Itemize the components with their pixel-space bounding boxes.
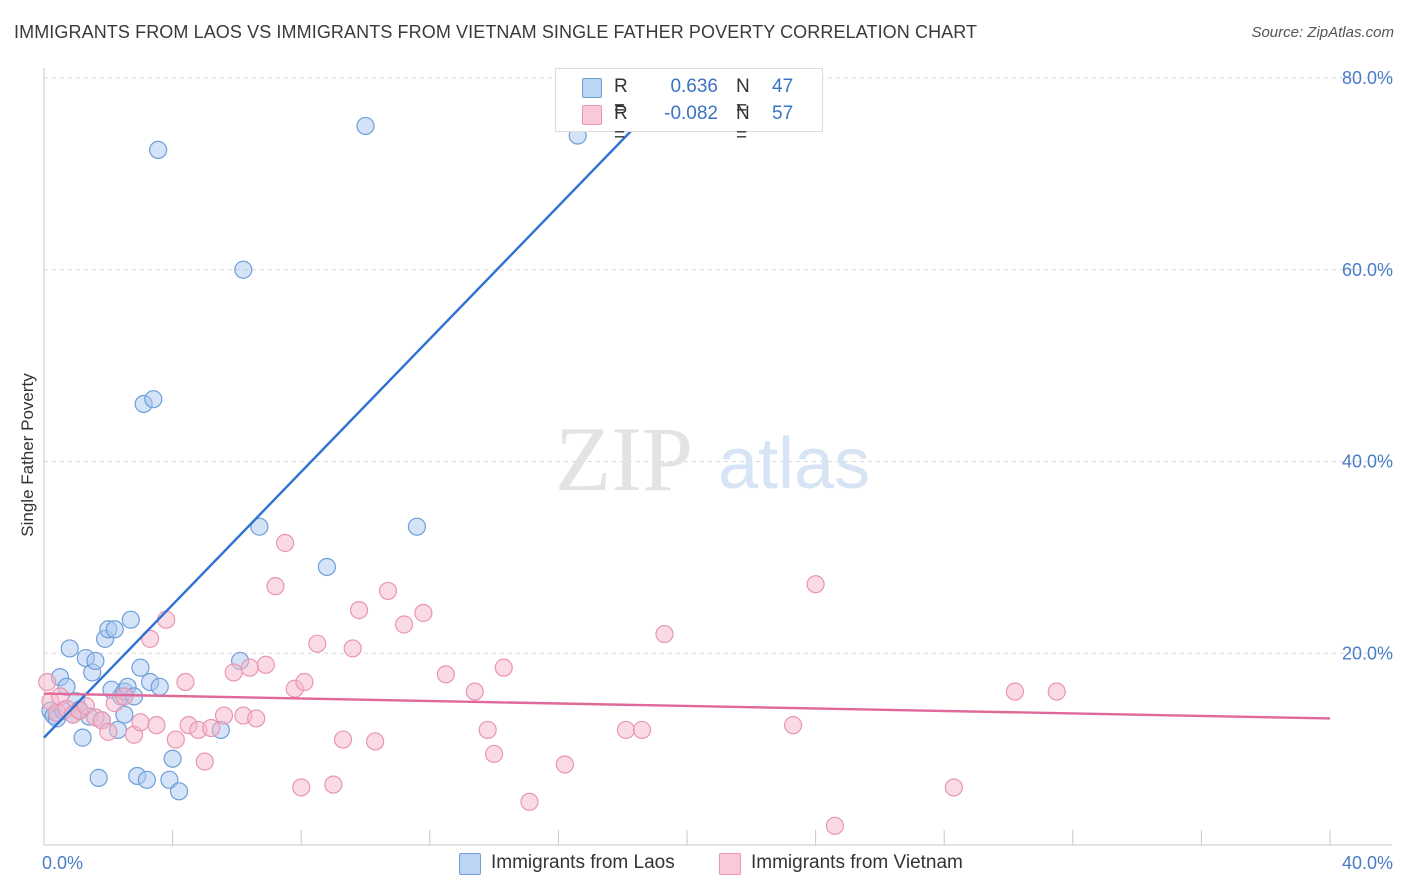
laos-point — [89, 768, 108, 787]
laos-point — [121, 610, 140, 629]
vietnam-point — [349, 601, 369, 620]
correlation-legend: R = 0.636 N = 47 R = -0.082 N = 57 — [555, 68, 823, 146]
watermark-atlas: atlas — [718, 424, 870, 504]
vietnam-point — [292, 778, 311, 797]
laos-point — [60, 639, 79, 658]
laos-point — [131, 658, 150, 677]
vietnam-point — [366, 732, 385, 751]
vietnam-point — [256, 655, 275, 674]
vietnam-point — [806, 575, 825, 594]
vietnam-point — [394, 615, 414, 634]
legend-n-label: N = — [736, 76, 750, 119]
vietnam-point — [1005, 682, 1025, 701]
vietnam-point — [147, 716, 166, 735]
vietnam-point — [465, 682, 484, 701]
y-tick-label: 20.0% — [1342, 643, 1393, 663]
vietnam-point — [240, 658, 259, 677]
vietnam-point — [616, 720, 636, 740]
laos-point — [86, 651, 105, 671]
bottom-legend-swatch-vietnam — [719, 853, 741, 875]
vietnam-point — [436, 665, 455, 684]
bottom-legend-label-laos: Immigrants from Laos — [491, 852, 675, 873]
y-tick-label: 60.0% — [1342, 260, 1393, 280]
laos-trend-line — [43, 72, 688, 739]
vietnam-point — [166, 730, 185, 749]
trend-lines — [43, 72, 1331, 739]
vietnam-point — [266, 577, 285, 596]
vietnam-point — [308, 634, 327, 653]
laos-point — [163, 749, 182, 768]
vietnam-point — [825, 816, 844, 835]
laos-point — [105, 620, 124, 639]
vietnam-point — [520, 792, 539, 811]
y-tick-labels: 20.0% 40.0% 60.0% 80.0% — [1342, 68, 1393, 663]
vietnam-point — [485, 744, 504, 764]
chart-title: IMMIGRANTS FROM LAOS VS IMMIGRANTS FROM … — [14, 22, 978, 42]
laos-point — [317, 557, 337, 577]
vietnam-point — [632, 720, 652, 740]
vietnam-point — [944, 778, 963, 797]
vietnam-point — [1047, 682, 1066, 701]
laos-point — [356, 116, 375, 136]
vietnam-point — [195, 752, 214, 771]
laos-point — [149, 140, 168, 160]
vietnam-point — [247, 709, 266, 728]
vietnam-point — [655, 624, 674, 644]
laos-point — [169, 782, 189, 801]
vietnam-point — [115, 687, 134, 706]
x-tick-label-min: 0.0% — [42, 853, 83, 873]
laos-point — [144, 390, 163, 409]
vietnam-point — [214, 706, 234, 725]
vietnam-points — [38, 533, 1066, 835]
laos-point — [407, 517, 427, 536]
legend-n-value-vietnam: 57 — [772, 103, 794, 124]
legend-n-value-laos: 47 — [772, 76, 794, 97]
bottom-legend-swatch-laos — [459, 853, 481, 875]
vietnam-point — [295, 672, 314, 692]
x-tick-labels: 0.0% 40.0% — [42, 853, 1393, 873]
vietnam-point — [140, 629, 160, 648]
vietnam-point — [157, 610, 176, 629]
legend-r-label: R = — [614, 76, 628, 119]
watermark: ZIP atlas — [555, 408, 870, 510]
legend-r-value-laos: 0.636 — [670, 76, 718, 97]
gridlines — [44, 77, 1392, 654]
x-tick-label-max: 40.0% — [1342, 853, 1393, 873]
legend-swatch-vietnam — [582, 105, 602, 125]
y-tick-label: 80.0% — [1342, 68, 1393, 88]
vietnam-point — [99, 722, 118, 741]
vietnam-point — [555, 755, 574, 774]
legend-swatch-laos — [582, 78, 602, 98]
vietnam-point — [378, 581, 398, 601]
vietnam-point — [478, 720, 497, 740]
vietnam-point — [224, 663, 243, 682]
vietnam-point — [333, 730, 353, 749]
laos-point — [234, 260, 253, 279]
laos-point — [73, 728, 92, 747]
vietnam-point — [131, 713, 150, 732]
bottom-legend-label-vietnam: Immigrants from Vietnam — [751, 852, 963, 873]
vietnam-point — [783, 716, 803, 735]
legend-n-label: N = — [736, 103, 750, 146]
vietnam-point — [276, 533, 295, 553]
legend-r-label: R = — [614, 103, 628, 146]
vietnam-point — [494, 658, 513, 677]
vietnam-trend-line — [43, 692, 1331, 720]
source-label: Source: ZipAtlas.com — [1251, 24, 1394, 41]
vietnam-point — [202, 718, 221, 738]
laos-point — [250, 517, 269, 536]
laos-point — [137, 770, 156, 789]
legend-r-value-vietnam: -0.082 — [664, 103, 718, 124]
watermark-zip: ZIP — [555, 408, 693, 510]
y-tick-label: 40.0% — [1342, 452, 1393, 472]
vietnam-point — [38, 672, 57, 692]
vietnam-point — [343, 639, 362, 658]
vietnam-point — [414, 603, 433, 623]
vietnam-point — [324, 775, 343, 794]
vietnam-point — [176, 672, 195, 692]
laos-point — [150, 677, 169, 696]
